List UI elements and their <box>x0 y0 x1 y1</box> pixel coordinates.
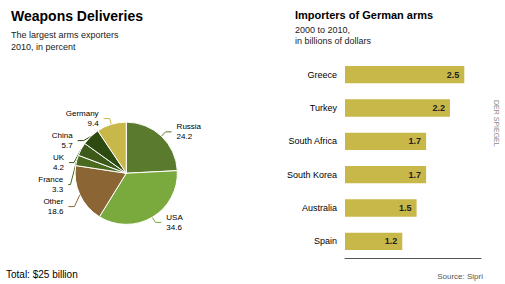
svg-text:China: China <box>52 131 73 140</box>
svg-text:UK: UK <box>53 153 65 162</box>
svg-text:2.5: 2.5 <box>447 70 460 80</box>
svg-text:Spain: Spain <box>314 236 337 246</box>
svg-text:Australia: Australia <box>302 203 337 213</box>
svg-text:South Korea: South Korea <box>287 170 337 180</box>
svg-text:1.7: 1.7 <box>409 136 422 146</box>
svg-text:2.2: 2.2 <box>432 103 445 113</box>
svg-text:DER SPIEGEL: DER SPIEGEL <box>493 100 500 147</box>
svg-text:5.7: 5.7 <box>62 141 74 150</box>
svg-text:Germany: Germany <box>66 109 99 118</box>
svg-text:Greece: Greece <box>307 70 337 80</box>
svg-text:Other: Other <box>43 197 63 206</box>
svg-text:34.6: 34.6 <box>166 223 182 232</box>
svg-text:1.7: 1.7 <box>409 170 422 180</box>
svg-text:Russia: Russia <box>177 122 202 131</box>
svg-text:France: France <box>38 175 63 184</box>
svg-text:1.2: 1.2 <box>385 236 398 246</box>
svg-text:South Africa: South Africa <box>288 136 337 146</box>
svg-text:Importers of German arms: Importers of German arms <box>295 9 433 21</box>
svg-text:24.2: 24.2 <box>177 132 193 141</box>
svg-text:3.3: 3.3 <box>52 185 64 194</box>
svg-text:2010, in percent: 2010, in percent <box>11 42 76 52</box>
svg-text:2000 to 2010,: 2000 to 2010, <box>295 25 350 35</box>
svg-text:Source: Sipri: Source: Sipri <box>437 272 483 281</box>
svg-text:18.6: 18.6 <box>48 207 64 216</box>
svg-text:USA: USA <box>166 213 183 222</box>
svg-text:Turkey: Turkey <box>310 103 338 113</box>
svg-text:1.5: 1.5 <box>399 203 412 213</box>
svg-text:Total: $25 billion: Total: $25 billion <box>6 269 78 280</box>
svg-text:4.2: 4.2 <box>53 163 65 172</box>
svg-text:The largest arms exporters: The largest arms exporters <box>11 30 119 40</box>
svg-text:9.4: 9.4 <box>88 119 100 128</box>
svg-text:Weapons Deliveries: Weapons Deliveries <box>11 8 143 24</box>
svg-text:in billions of dollars: in billions of dollars <box>295 36 372 46</box>
